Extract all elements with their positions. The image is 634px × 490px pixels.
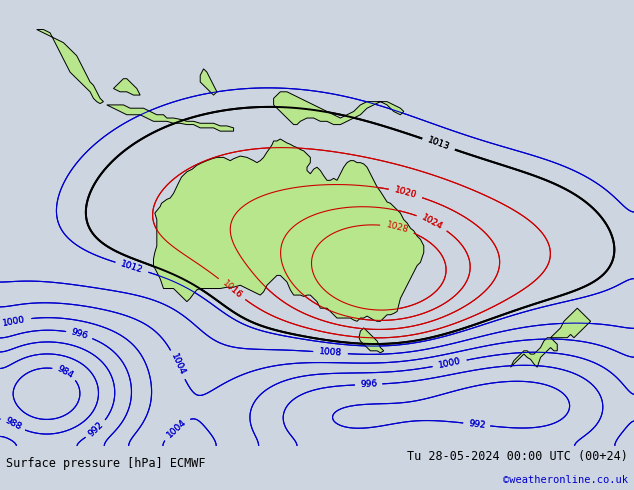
Text: 988: 988 [3,416,23,432]
Polygon shape [113,79,140,95]
Text: 1012: 1012 [120,259,144,275]
Text: 984: 984 [56,364,75,380]
Text: 992: 992 [87,420,105,439]
Text: 1028: 1028 [385,220,410,235]
Text: 1004: 1004 [165,418,188,440]
Polygon shape [200,69,217,95]
Polygon shape [359,328,384,353]
Text: 1004: 1004 [169,352,187,377]
Text: 1004: 1004 [165,418,188,440]
Text: 988: 988 [3,416,23,432]
Text: 996: 996 [70,327,89,341]
Text: 996: 996 [360,380,377,390]
Text: 1024: 1024 [420,213,444,232]
Text: 992: 992 [468,419,486,430]
Polygon shape [274,92,404,124]
Text: 1020: 1020 [393,186,418,200]
Text: 1000: 1000 [2,315,27,328]
Text: 996: 996 [70,327,89,341]
Text: Surface pressure [hPa] ECMWF: Surface pressure [hPa] ECMWF [6,457,206,470]
Polygon shape [37,29,103,103]
Polygon shape [107,105,233,131]
Text: 1000: 1000 [437,357,462,370]
Text: 1000: 1000 [437,357,462,370]
Polygon shape [550,308,591,338]
Text: 984: 984 [56,364,75,380]
Text: 1012: 1012 [120,259,144,275]
Polygon shape [510,338,557,367]
Text: 1013: 1013 [426,136,451,152]
Text: 1000: 1000 [2,315,27,328]
Text: 1016: 1016 [221,278,243,300]
Text: 996: 996 [360,380,377,390]
Text: 1013: 1013 [426,136,451,152]
Text: 992: 992 [87,420,105,439]
Text: 1028: 1028 [385,220,410,235]
Text: Tu 28-05-2024 00:00 UTC (00+24): Tu 28-05-2024 00:00 UTC (00+24) [407,450,628,463]
Text: 1008: 1008 [319,347,342,358]
Text: ©weatheronline.co.uk: ©weatheronline.co.uk [503,475,628,485]
Polygon shape [153,139,424,321]
Text: 1024: 1024 [420,213,444,232]
Text: 1016: 1016 [221,278,243,300]
Text: 1020: 1020 [393,186,418,200]
Text: 992: 992 [468,419,486,430]
Text: 1008: 1008 [319,347,342,358]
Text: 1004: 1004 [169,352,187,377]
